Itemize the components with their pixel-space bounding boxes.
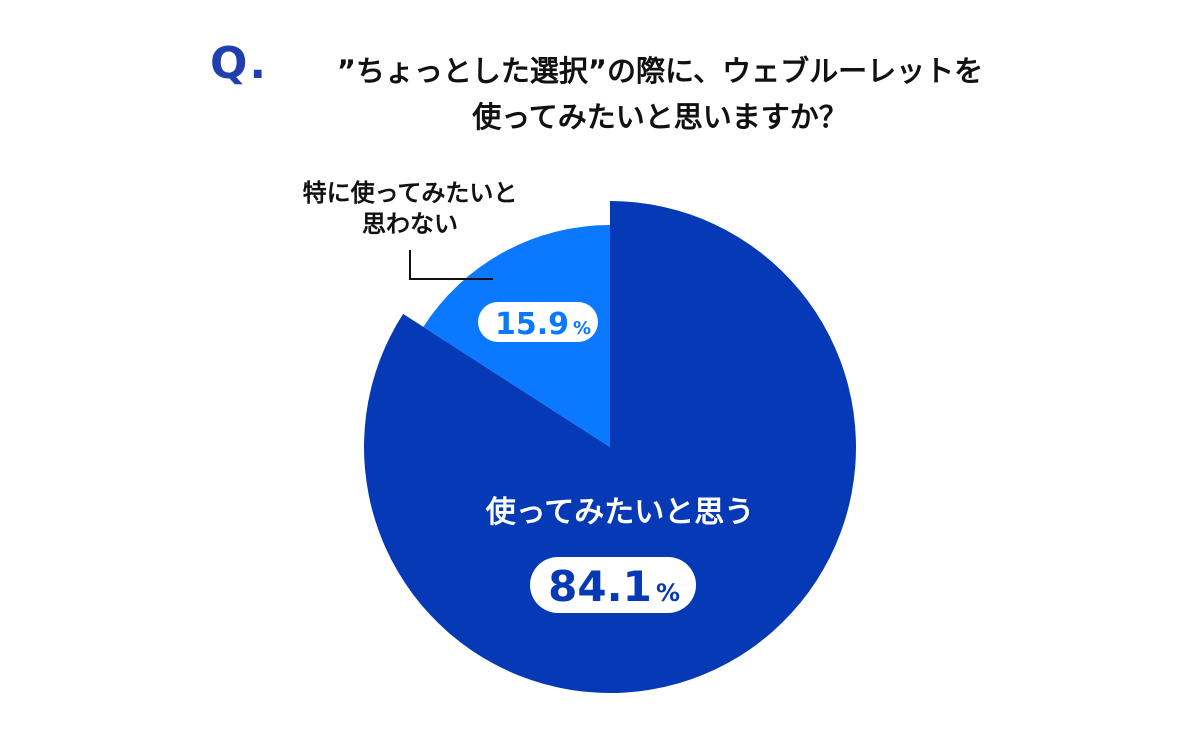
value-label-not-use: 15.9 (495, 307, 569, 342)
question-title-line-2: 使ってみたいと思いますか？ (472, 100, 848, 134)
slice-label-not-use-line-1: 特に使ってみたいと (303, 179, 518, 207)
value-label-use: 84.1 (548, 562, 652, 611)
question-mark-label: Q. (210, 38, 269, 89)
callout-line (409, 250, 493, 280)
question-title-line-1: ”ちょっとした選択”の際に、ウェブルーレットを (336, 54, 984, 88)
value-unit-use: % (656, 579, 680, 607)
value-pill-use (530, 557, 696, 613)
pie-slice-use (363, 201, 856, 693)
slice-label-use: 使ってみたいと思う (485, 495, 755, 530)
value-pill-not-use (478, 302, 598, 342)
slice-label-not-use-line-2: 思わない (362, 210, 458, 238)
value-unit-not-use: % (573, 318, 591, 339)
